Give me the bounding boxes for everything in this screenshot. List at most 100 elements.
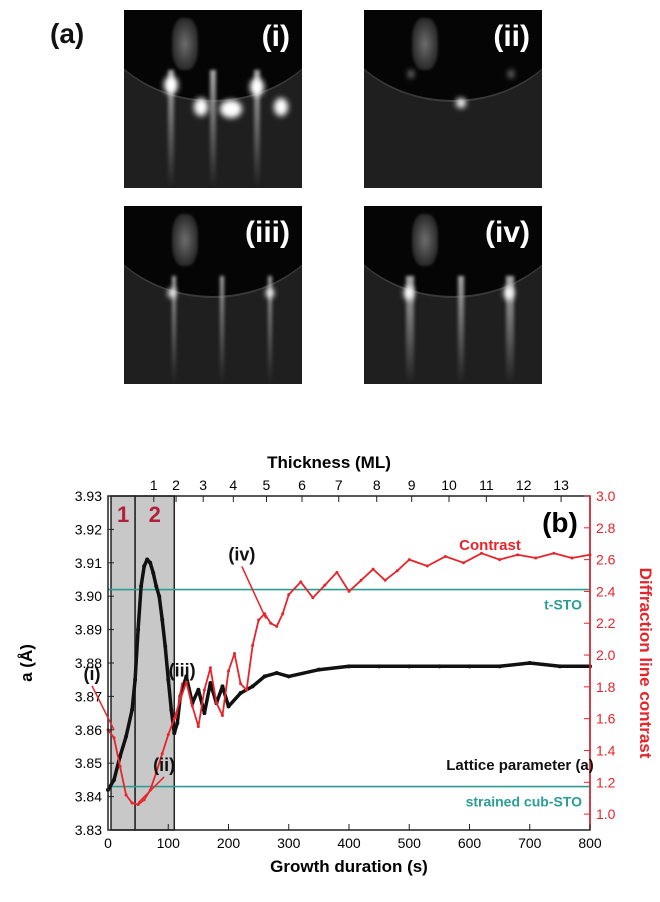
series-point-0 [112, 777, 117, 782]
series-point-0 [557, 664, 562, 669]
series-point-1 [118, 764, 122, 768]
annotation-label-0: (i) [84, 664, 101, 684]
diffraction-spot [266, 288, 274, 298]
annotation-arrow-0 [91, 685, 115, 731]
series-point-0 [467, 664, 472, 669]
y-left-tick-label: 3.93 [75, 488, 102, 504]
sample-holder-blob [172, 214, 198, 266]
y-left-tick-label: 3.91 [75, 555, 102, 571]
series-point-1 [214, 701, 218, 705]
rheed-image-iii: (iii) [124, 206, 302, 384]
sample-holder-blob [172, 18, 198, 70]
x-tick-label: 100 [157, 835, 181, 851]
x-tick-label: 200 [217, 835, 241, 851]
series-point-0 [139, 584, 144, 589]
rheed-image-i: (i) [124, 10, 302, 188]
top-tick-label: 7 [335, 477, 343, 493]
series-point-1 [335, 570, 339, 574]
series-point-0 [145, 557, 150, 562]
annotation-arrow-1 [137, 776, 165, 804]
series-point-0 [527, 661, 532, 665]
series-point-0 [250, 684, 255, 689]
series-point-1 [516, 553, 520, 557]
series-point-1 [323, 583, 327, 587]
top-tick-label: 6 [298, 477, 306, 493]
series-point-1 [534, 556, 538, 560]
top-axis-label: Thickness (ML) [267, 453, 391, 472]
series-point-0 [347, 664, 351, 669]
series-point-0 [274, 671, 279, 676]
y-right-tick-label: 3.0 [596, 488, 616, 504]
top-tick-label: 1 [150, 477, 158, 493]
diffraction-streak [254, 70, 260, 188]
series-point-0 [151, 570, 156, 575]
top-tick-label: 3 [199, 477, 207, 493]
diffraction-spot [504, 286, 514, 300]
diffraction-spot [220, 100, 242, 118]
top-tick-label: 11 [479, 477, 494, 493]
series-point-0 [124, 734, 129, 739]
x-tick-label: 400 [337, 835, 361, 851]
series-point-0 [157, 594, 162, 599]
diffraction-streak [168, 70, 174, 188]
series-point-0 [130, 707, 135, 712]
series-point-1 [359, 578, 363, 582]
y-right-tick-label: 2.4 [596, 583, 616, 599]
series-point-1 [166, 733, 170, 737]
top-tick-label: 10 [441, 477, 457, 493]
series-point-1 [202, 688, 206, 692]
series-point-1 [425, 564, 429, 568]
region-label-1: 1 [117, 502, 129, 527]
y-right-axis-label: Diffraction line contrast [636, 568, 655, 759]
series-point-0 [238, 691, 243, 696]
series-point-0 [160, 617, 165, 622]
top-tick-label: 13 [553, 477, 569, 493]
diffraction-streak [506, 276, 514, 384]
series-point-0 [208, 681, 213, 686]
rheed-image-ii: (ii) [364, 10, 542, 188]
y-left-tick-label: 3.90 [75, 588, 102, 604]
series-point-0 [154, 584, 159, 589]
x-tick-label: 500 [398, 835, 422, 851]
series-point-1 [124, 793, 128, 797]
annotation-label-2: (iii) [169, 661, 196, 681]
series-point-1 [275, 624, 279, 628]
diffraction-streak [458, 276, 464, 384]
series-point-1 [570, 556, 574, 560]
y-left-axis-label: a (Å) [17, 644, 36, 682]
top-tick-label: 12 [516, 477, 532, 493]
series-point-1 [172, 717, 176, 721]
lattice-contrast-chart: 0 100 200 300 400 500 600 700 800 Growth duration… [17, 453, 655, 876]
region-label-2: 2 [149, 502, 161, 527]
annotation-label-3: (iv) [228, 544, 255, 564]
series-point-1 [269, 621, 273, 625]
series-point-1 [311, 596, 315, 600]
sample-holder-blob [412, 214, 438, 266]
series-point-1 [154, 771, 158, 775]
series-label-lattice: Lattice parameter (a) [446, 757, 594, 774]
y-right-tick-label: 1.2 [596, 774, 616, 790]
diffraction-streak [172, 276, 176, 384]
series-point-0 [497, 664, 502, 669]
diffraction-spot [164, 76, 178, 94]
series-point-1 [142, 798, 146, 802]
y-left-tick-label: 3.85 [75, 755, 102, 771]
y-right-tick-label: 1.6 [596, 711, 616, 727]
series-point-0 [166, 677, 171, 682]
shadow-arc [124, 206, 302, 298]
top-tick-label: 5 [263, 477, 271, 493]
y-right-tick-label: 1.0 [596, 806, 616, 822]
series-point-1 [287, 593, 291, 597]
series-point-1 [227, 669, 230, 673]
top-tick-label: 2 [172, 477, 180, 493]
series-point-1 [136, 803, 140, 807]
y-right-tick-label: 2.6 [596, 552, 616, 568]
panel-b-label: (b) [542, 507, 578, 538]
annotation-arrow-2 [175, 682, 183, 719]
x-tick-label: 800 [578, 835, 602, 851]
y-right-tick-label: 1.8 [596, 679, 616, 695]
diffraction-spot [508, 70, 514, 78]
series-point-0 [196, 687, 201, 692]
series-point-0 [202, 711, 207, 716]
series-point-0 [226, 704, 231, 709]
